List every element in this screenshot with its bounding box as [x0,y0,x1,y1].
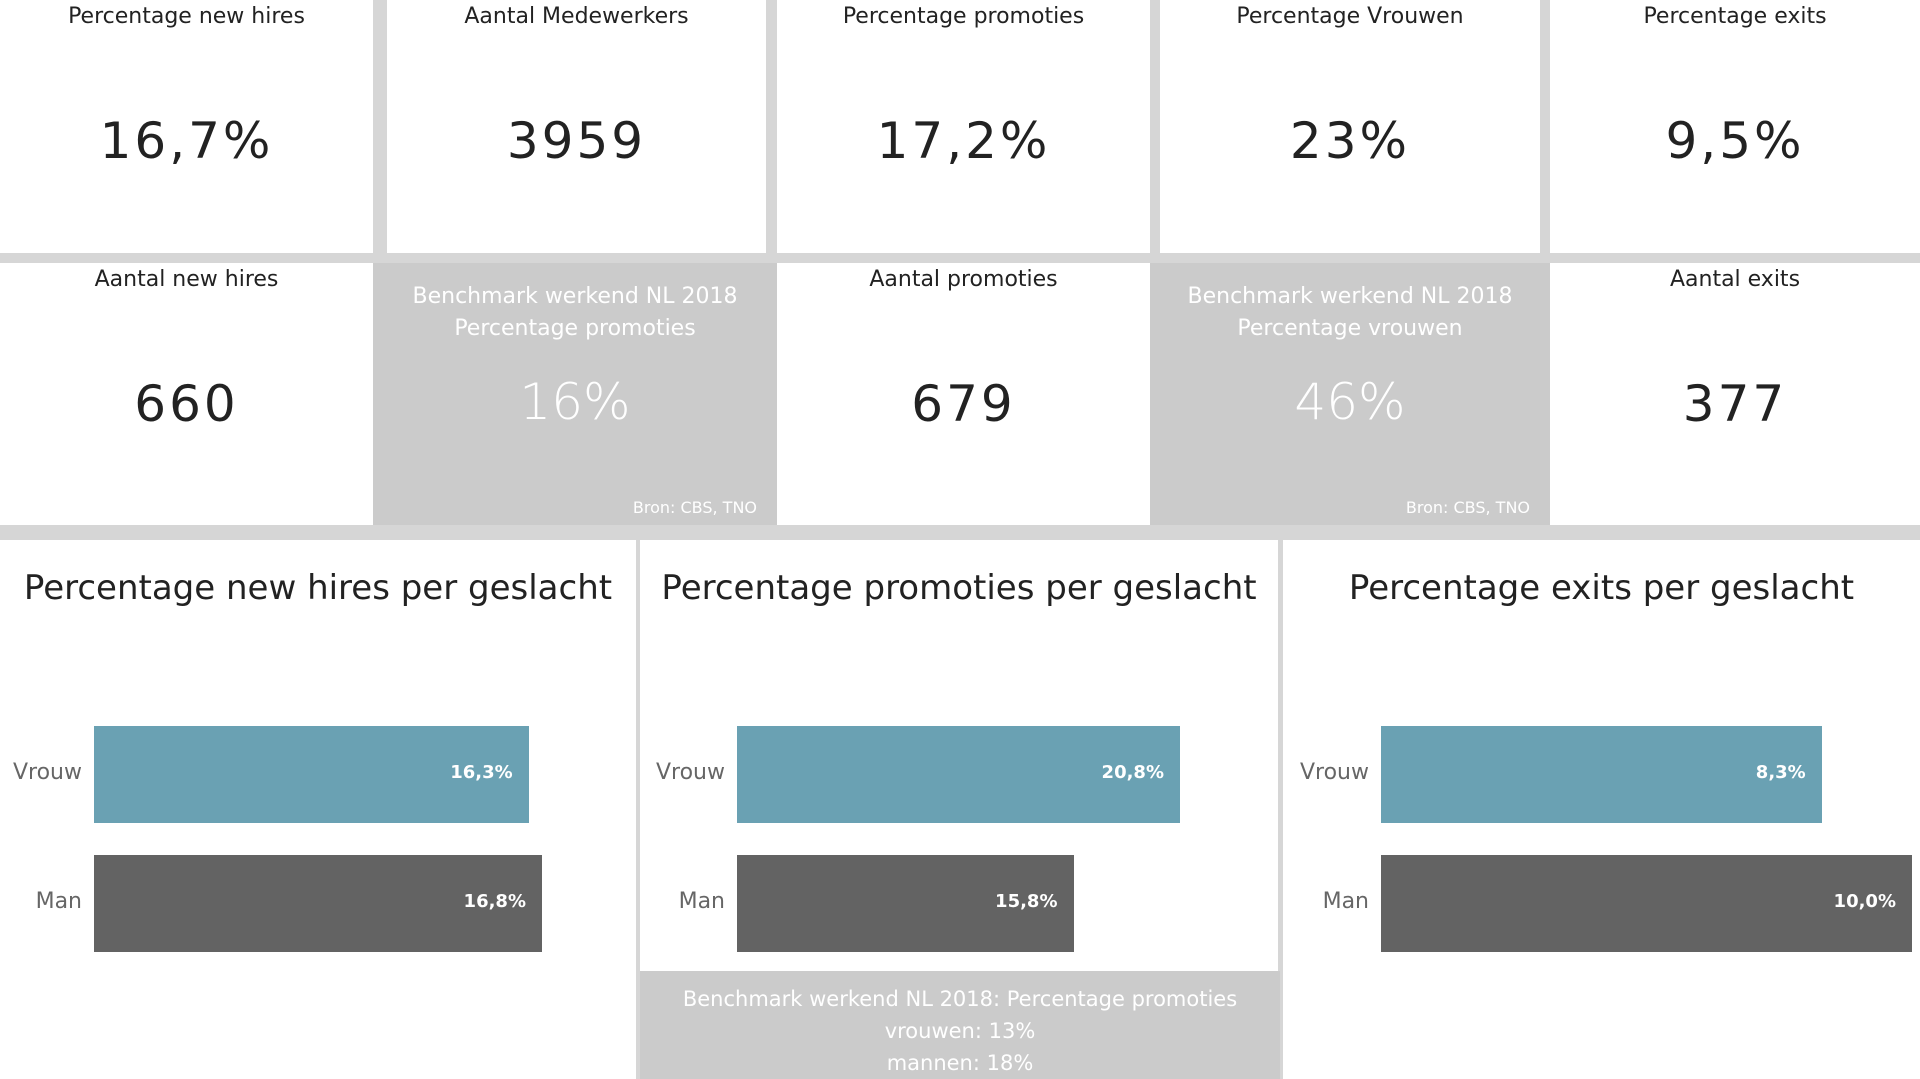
benchmark-title: Benchmark werkend NL 2018 [1187,284,1513,309]
source-text: Bron: CBS, TNO [632,498,757,517]
chart-exits: Percentage exits per geslacht Vrouw 8,3% Ma… [1283,540,1920,1079]
benchmark-label: Benchmark werkend NL 2018 Percentage vrou… [1150,281,1550,345]
kpi-value: 17,2% [876,112,1051,170]
kpi-percentage-promoties: Percentage promoties 17,2% [777,0,1150,253]
kpi-label: Aantal promoties [869,267,1058,292]
kpi-aantal-exits: Aantal exits 377 [1550,263,1920,525]
kpi-value: 660 [134,375,239,433]
kpi-aantal-promoties: Aantal promoties 679 [777,263,1150,525]
benchmark-subtitle: Percentage vrouwen [1237,316,1463,341]
kpi-percentage-new-hires: Percentage new hires 16,7% [0,0,373,253]
data-label: 16,3% [450,762,513,783]
benchmark-vrouwen-card: Benchmark werkend NL 2018 Percentage vrou… [1150,263,1550,525]
kpi-value: 3959 [506,112,647,170]
category-label-vrouw: Vrouw [655,760,725,785]
category-label-vrouw: Vrouw [12,760,82,785]
category-label-man: Man [35,889,82,914]
benchmark-line: Benchmark werkend NL 2018: Percentage pr… [682,987,1238,1011]
kpi-label: Percentage promoties [842,4,1085,29]
benchmark-promoties-geslacht: Benchmark werkend NL 2018: Percentage pr… [640,971,1280,1079]
bar-vrouw[interactable]: 20,8% [737,726,1180,823]
bar-vrouw[interactable]: 8,3% [1381,726,1822,823]
kpi-value: 23% [1289,112,1411,170]
benchmark-label: Benchmark werkend NL 2018 Percentage prom… [373,281,777,345]
source-text: Bron: CBS, TNO [1405,498,1530,517]
bar-man[interactable]: 16,8% [94,855,542,952]
kpi-label: Aantal new hires [94,267,279,292]
kpi-percentage-vrouwen: Percentage Vrouwen 23% [1160,0,1540,253]
bar-vrouw[interactable]: 16,3% [94,726,529,823]
chart-title: Percentage exits per geslacht [1348,568,1855,608]
benchmark-value: 46% [1294,373,1406,431]
benchmark-value: 16% [519,373,631,431]
kpi-label: Percentage exits [1643,4,1827,29]
data-label: 20,8% [1101,762,1164,783]
kpi-value: 9,5% [1665,112,1805,170]
benchmark-subtitle: Percentage promoties [454,316,696,341]
kpi-label: Aantal exits [1669,267,1801,292]
data-label: 16,8% [463,891,526,912]
benchmark-promoties-card: Benchmark werkend NL 2018 Percentage prom… [373,263,777,525]
kpi-aantal-new-hires: Aantal new hires 660 [0,263,373,525]
bar-man[interactable]: 15,8% [737,855,1074,952]
data-label: 10,0% [1833,891,1896,912]
chart-promoties: Percentage promoties per geslacht Vrouw 20… [640,540,1278,971]
chart-title: Percentage promoties per geslacht [661,568,1257,608]
benchmark-title: Benchmark werkend NL 2018 [412,284,738,309]
kpi-percentage-exits: Percentage exits 9,5% [1550,0,1920,253]
kpi-value: 377 [1682,375,1788,433]
data-label: 8,3% [1755,762,1806,783]
category-label-vrouw: Vrouw [1299,760,1369,785]
benchmark-vrouwen: vrouwen: 13% [884,1019,1036,1043]
kpi-aantal-medewerkers: Aantal Medewerkers 3959 [387,0,766,253]
chart-title: Percentage new hires per geslacht [23,568,613,608]
kpi-label: Percentage new hires [68,4,305,29]
benchmark-mannen: mannen: 18% [886,1051,1034,1075]
kpi-value: 16,7% [99,112,274,170]
data-label: 15,8% [995,891,1058,912]
kpi-label: Percentage Vrouwen [1236,4,1464,29]
category-label-man: Man [1322,889,1369,914]
category-label-man: Man [678,889,725,914]
kpi-value: 679 [911,375,1016,433]
kpi-label: Aantal Medewerkers [464,4,689,29]
chart-new-hires: Percentage new hires per geslacht Vrouw 16… [0,540,636,1079]
bar-man[interactable]: 10,0% [1381,855,1912,952]
